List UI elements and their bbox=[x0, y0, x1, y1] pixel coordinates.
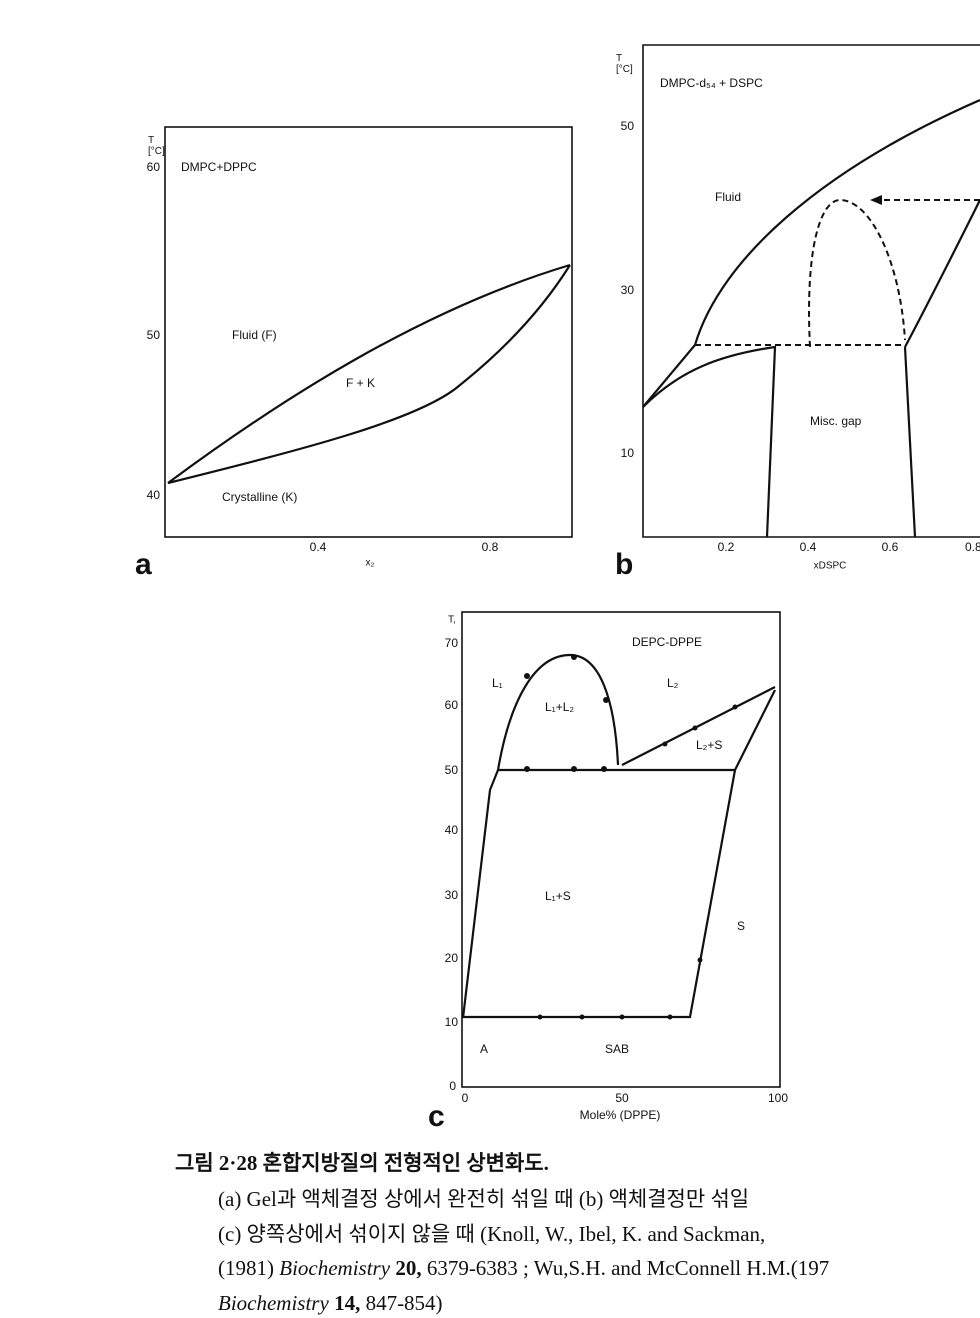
liquidus bbox=[167, 263, 571, 484]
markers bbox=[524, 654, 738, 1020]
axes-frame bbox=[164, 126, 573, 538]
fluidus bbox=[642, 98, 980, 408]
caption-line: Biochemistry 14, 847-854) bbox=[218, 1291, 443, 1315]
region-label: Misc. gap bbox=[810, 414, 862, 428]
right-boundary bbox=[463, 689, 776, 1019]
y-tick-label: 0 bbox=[449, 1079, 456, 1093]
region-label: Fluid (F) bbox=[232, 328, 277, 342]
region-label: SAB bbox=[605, 1042, 629, 1056]
volume: 20, bbox=[390, 1256, 422, 1280]
left-boundary bbox=[642, 345, 777, 538]
left-boundary bbox=[461, 769, 500, 1019]
journal: Biochemistry bbox=[279, 1256, 390, 1280]
region-label: L₁+L₂ bbox=[545, 700, 574, 714]
y-tick-label: 30 bbox=[621, 283, 635, 297]
y-tick-label: 10 bbox=[445, 1015, 459, 1029]
y-tick-label: 60 bbox=[445, 698, 459, 712]
caption-line: 그림 2·28 혼합지방질의 전형적인 상변화도. bbox=[175, 1151, 549, 1175]
system-label: DMPC-d₅₄ + DSPC bbox=[660, 76, 763, 90]
journal: Biochemistry bbox=[218, 1291, 329, 1315]
region-label: A bbox=[480, 1042, 488, 1056]
x-tick-label: 0.8 bbox=[482, 540, 499, 554]
x-label: x₂ bbox=[366, 558, 375, 569]
figure-b: T [°C] 50 30 10 0.2 0.4 0.6 0.8 xDSPC DMP… bbox=[615, 44, 980, 581]
panel-label: c bbox=[428, 1100, 445, 1133]
panel-label: a bbox=[135, 548, 152, 581]
region-label: L₁+S bbox=[545, 889, 571, 903]
arrow-head bbox=[870, 195, 882, 205]
caption-line: (c) 양쪽상에서 섞이지 않을 때 (Knoll, W., Ibel, K. … bbox=[218, 1222, 765, 1246]
y-unit: T, bbox=[448, 615, 456, 626]
region-label: F + K bbox=[346, 376, 375, 390]
region-label: Crystalline (K) bbox=[222, 490, 297, 504]
misc-gap-dome bbox=[808, 198, 906, 348]
y-unit: T [°C] bbox=[148, 135, 165, 157]
figure-a: T [°C] 60 50 40 0.4 0.8 x₂ DMPC+DPPC Flui… bbox=[135, 126, 573, 581]
volume: 14, bbox=[329, 1291, 361, 1315]
x-tick-label: 100 bbox=[768, 1091, 788, 1105]
x-tick-label: 0.6 bbox=[882, 540, 899, 554]
right-boundary bbox=[903, 199, 980, 538]
y-tick-label: 30 bbox=[445, 888, 459, 902]
y-unit: T [°C] bbox=[616, 53, 633, 75]
x-tick-label: 0.4 bbox=[310, 540, 327, 554]
region-label: S bbox=[737, 919, 745, 933]
x-label: xDSPC bbox=[814, 561, 847, 572]
x-tick-label: 50 bbox=[615, 1091, 629, 1105]
dome bbox=[496, 653, 620, 771]
y-tick-label: 10 bbox=[621, 446, 635, 460]
y-tick-label: 40 bbox=[147, 488, 161, 502]
x-tick-label: 0.2 bbox=[718, 540, 735, 554]
region-label: L₁ bbox=[492, 676, 503, 690]
solidus bbox=[167, 264, 571, 485]
x-tick-label: 0.4 bbox=[800, 540, 817, 554]
y-tick-label: 50 bbox=[445, 763, 459, 777]
text-line: T bbox=[616, 53, 622, 64]
text-line: [°C] bbox=[616, 64, 633, 75]
text-line: [°C] bbox=[148, 146, 165, 157]
region-label: L₂ bbox=[667, 676, 679, 690]
x-label: Mole% (DPPE) bbox=[580, 1108, 661, 1122]
y-tick-label: 50 bbox=[621, 119, 635, 133]
caption-line: (1981) Biochemistry 20, 6379-6383 ; Wu,S… bbox=[218, 1256, 829, 1280]
axes-frame bbox=[461, 611, 781, 1088]
text: (1981) bbox=[218, 1256, 279, 1280]
y-tick-label: 70 bbox=[445, 636, 459, 650]
system-label: DMPC+DPPC bbox=[181, 160, 257, 174]
figure-c: T, 70 60 50 40 30 20 10 0 0 50 100 Mole%… bbox=[428, 611, 788, 1133]
y-tick-label: 40 bbox=[445, 823, 459, 837]
axes-frame bbox=[642, 44, 980, 538]
text: 6379-6383 ; Wu,S.H. and McConnell H.M.(1… bbox=[422, 1256, 830, 1280]
y-tick-label: 20 bbox=[445, 951, 459, 965]
region-label: L₂+S bbox=[696, 738, 722, 752]
caption-line: (a) Gel과 액체결정 상에서 완전히 섞일 때 (b) 액체결정만 섞일 bbox=[218, 1187, 749, 1211]
liquidus bbox=[621, 686, 776, 766]
text-line: T bbox=[148, 135, 154, 146]
panel-label: b bbox=[615, 548, 633, 581]
system-label: DEPC-DPPE bbox=[632, 635, 702, 649]
x-tick-label: 0.8 bbox=[965, 540, 980, 554]
y-tick-label: 60 bbox=[147, 160, 161, 174]
text: 847-854) bbox=[360, 1291, 442, 1315]
region-label: Fluid bbox=[715, 190, 741, 204]
y-tick-label: 50 bbox=[147, 328, 161, 342]
x-tick-label: 0 bbox=[462, 1091, 469, 1105]
